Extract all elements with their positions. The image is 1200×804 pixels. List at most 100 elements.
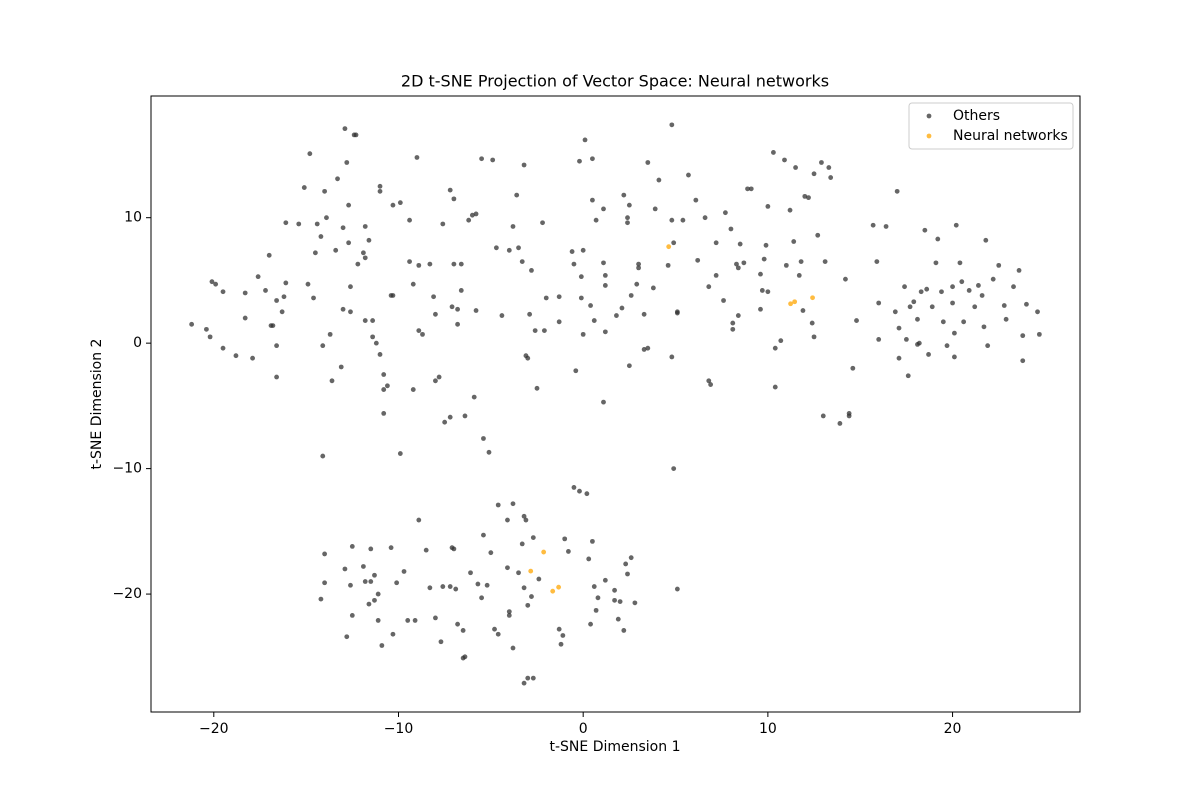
point	[665, 262, 671, 268]
point	[320, 453, 326, 459]
point	[580, 247, 586, 253]
point	[377, 352, 383, 357]
point	[981, 324, 987, 330]
point	[381, 411, 387, 416]
point	[414, 155, 420, 160]
point	[431, 294, 436, 300]
point	[528, 568, 534, 574]
point	[390, 631, 396, 637]
point	[787, 207, 793, 213]
point	[442, 419, 448, 425]
point	[782, 157, 787, 163]
point	[427, 585, 433, 591]
point	[591, 318, 597, 323]
point	[926, 352, 931, 357]
point	[397, 200, 403, 206]
x-tick-label: 20	[944, 721, 962, 737]
point	[481, 532, 486, 538]
point	[481, 436, 486, 441]
point	[562, 536, 568, 542]
point	[318, 596, 324, 602]
point	[800, 308, 806, 313]
point	[983, 237, 989, 243]
point	[580, 331, 586, 337]
point	[453, 586, 459, 592]
point	[394, 580, 400, 586]
point	[924, 286, 930, 292]
legend-marker	[926, 113, 932, 119]
point	[656, 177, 662, 183]
point	[368, 579, 374, 584]
point	[416, 517, 422, 523]
point	[366, 601, 372, 607]
point	[342, 566, 348, 572]
point	[440, 584, 446, 589]
point	[479, 156, 484, 162]
point	[312, 250, 318, 256]
point	[447, 187, 453, 193]
point	[311, 295, 316, 301]
point	[274, 374, 279, 380]
point	[436, 374, 442, 380]
point	[486, 449, 492, 455]
point	[451, 546, 457, 552]
point	[370, 334, 376, 340]
point	[397, 451, 403, 456]
point	[506, 247, 512, 253]
point	[368, 546, 374, 552]
point	[602, 273, 608, 278]
point	[301, 185, 307, 190]
x-tick-label: −20	[199, 721, 229, 737]
point	[505, 517, 510, 523]
point	[759, 288, 765, 293]
point	[876, 336, 882, 342]
point	[783, 262, 789, 268]
point	[645, 345, 651, 351]
point	[492, 626, 497, 632]
point	[761, 256, 767, 262]
point	[593, 607, 599, 613]
point	[702, 215, 708, 221]
point	[556, 584, 562, 590]
point	[519, 259, 525, 265]
point	[373, 340, 379, 346]
point	[490, 157, 496, 163]
point	[510, 645, 516, 651]
point	[495, 631, 501, 637]
point	[628, 555, 634, 561]
point	[412, 618, 418, 623]
point	[433, 311, 438, 317]
point	[447, 414, 453, 420]
point	[514, 192, 520, 198]
point	[449, 304, 455, 310]
point	[669, 122, 675, 128]
point	[296, 221, 302, 227]
point	[438, 639, 444, 645]
point	[204, 326, 209, 332]
point	[737, 241, 743, 247]
point	[433, 615, 438, 621]
point	[416, 328, 422, 334]
point	[381, 387, 387, 392]
point	[972, 304, 978, 310]
point	[401, 569, 407, 574]
point	[375, 591, 381, 597]
point	[327, 331, 333, 337]
point	[612, 587, 617, 593]
point	[416, 262, 422, 268]
point	[473, 308, 479, 313]
point	[612, 597, 617, 603]
point	[626, 202, 632, 208]
point	[730, 320, 736, 326]
point	[771, 150, 776, 155]
point	[883, 224, 889, 229]
point	[529, 267, 534, 273]
point	[322, 188, 328, 194]
point	[601, 206, 606, 212]
point	[377, 188, 383, 194]
point	[623, 561, 629, 567]
point	[348, 582, 353, 588]
point	[907, 304, 913, 310]
point	[990, 276, 996, 282]
point	[584, 491, 590, 497]
